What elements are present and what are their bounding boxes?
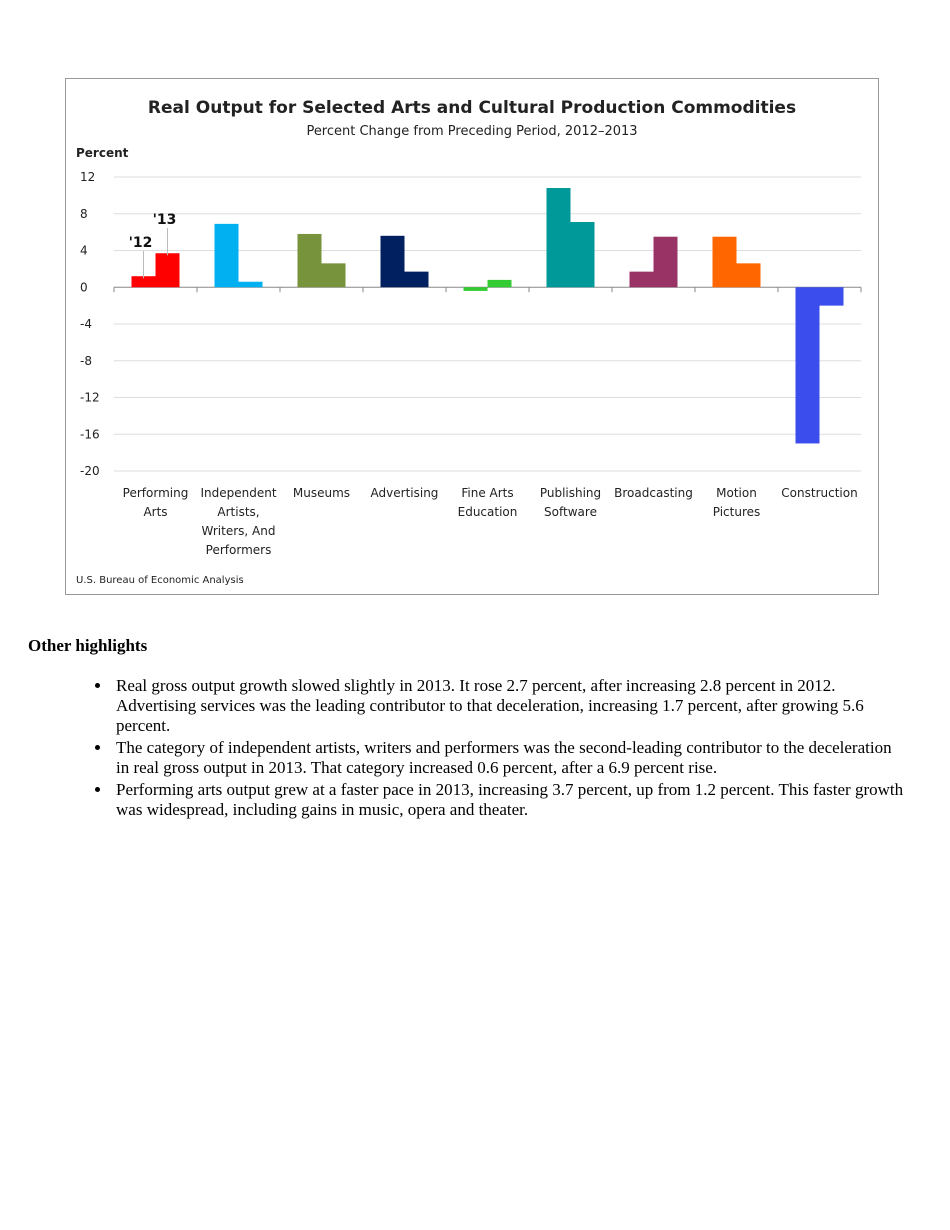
x-tick-label: Arts bbox=[143, 505, 167, 519]
x-tick-label: Publishing bbox=[540, 486, 601, 500]
y-tick-label: -12 bbox=[80, 391, 100, 405]
series-label: '12 bbox=[129, 235, 153, 251]
bar-12-6 bbox=[629, 271, 654, 288]
x-tick-label: Performing bbox=[123, 486, 189, 500]
y-tick-label: 12 bbox=[80, 170, 95, 184]
x-tick-label: Motion bbox=[716, 486, 757, 500]
bar-13-4 bbox=[487, 279, 512, 288]
x-tick-label: Software bbox=[544, 505, 597, 519]
y-tick-label: -8 bbox=[80, 354, 92, 368]
bar-13-6 bbox=[653, 236, 678, 288]
chart-title: Real Output for Selected Arts and Cultur… bbox=[148, 98, 796, 118]
highlight-item: Performing arts output grew at a faster … bbox=[112, 780, 908, 820]
bar-12-1 bbox=[214, 223, 239, 288]
bar-13-7 bbox=[736, 263, 761, 288]
highlight-item: Real gross output growth slowed slightly… bbox=[112, 676, 908, 736]
bar-12-4 bbox=[463, 287, 488, 291]
highlights-section: Other highlights Real gross output growt… bbox=[28, 636, 908, 822]
highlights-list: Real gross output growth slowed slightly… bbox=[28, 676, 908, 820]
highlights-heading: Other highlights bbox=[28, 636, 148, 655]
x-tick-label: Construction bbox=[781, 486, 857, 500]
bar-12-5 bbox=[546, 188, 571, 288]
x-tick-label: Pictures bbox=[713, 505, 761, 519]
bar-12-3 bbox=[380, 235, 405, 288]
chart: Real Output for Selected Arts and Cultur… bbox=[65, 78, 879, 595]
bar-12-0 bbox=[131, 276, 156, 288]
x-tick-label: Broadcasting bbox=[614, 486, 693, 500]
x-tick-label: Independent bbox=[200, 486, 276, 500]
x-tick-label: Education bbox=[458, 505, 518, 519]
y-tick-label: 8 bbox=[80, 207, 88, 221]
bar-12-7 bbox=[712, 236, 737, 288]
y-tick-label: -16 bbox=[80, 427, 100, 441]
y-axis-label: Percent bbox=[76, 146, 129, 160]
series-label: '13 bbox=[153, 212, 177, 228]
bar-12-2 bbox=[297, 233, 322, 288]
y-tick-label: -4 bbox=[80, 317, 92, 331]
x-tick-label: Museums bbox=[293, 486, 350, 500]
x-tick-label: Artists, bbox=[217, 505, 259, 519]
x-tick-label: Writers, And bbox=[202, 524, 276, 538]
y-tick-label: 4 bbox=[80, 244, 88, 258]
bar-13-8 bbox=[819, 287, 844, 306]
chart-subtitle: Percent Change from Preceding Period, 20… bbox=[306, 124, 637, 139]
x-tick-label: Performers bbox=[206, 543, 272, 557]
y-tick-label: -20 bbox=[80, 464, 100, 478]
bar-13-0 bbox=[155, 253, 180, 288]
x-tick-label: Advertising bbox=[371, 486, 439, 500]
bar-13-3 bbox=[404, 271, 429, 288]
bar-13-1 bbox=[238, 281, 263, 288]
y-tick-label: 0 bbox=[80, 280, 88, 294]
x-tick-label: Fine Arts bbox=[461, 486, 513, 500]
bar-13-5 bbox=[570, 222, 595, 288]
bar-13-2 bbox=[321, 263, 346, 288]
source-note: U.S. Bureau of Economic Analysis bbox=[76, 575, 244, 586]
highlight-item: The category of independent artists, wri… bbox=[112, 738, 908, 778]
bar-12-8 bbox=[795, 287, 820, 444]
bar-chart: Real Output for Selected Arts and Cultur… bbox=[76, 98, 862, 586]
